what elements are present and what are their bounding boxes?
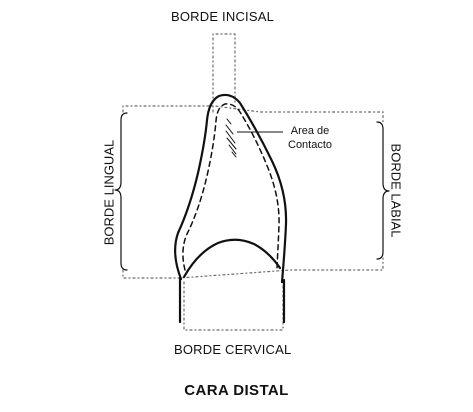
crown-inner-dashed-line [182,103,280,271]
lingual-edge-label: BORDE LINGUAL [101,139,117,246]
cervical-guide-box [183,281,284,331]
contact-area-hatching [225,118,237,158]
tooth-outline [174,93,288,324]
figure-caption: CARA DISTAL [184,382,289,399]
contact-hatch [231,151,237,158]
cervical-line [182,238,282,279]
guide-lines [122,33,384,331]
top-reference-line [122,105,384,123]
dimension-brackets [114,112,390,271]
bottom-reference-line [122,257,384,279]
contact-hatch [225,130,236,144]
cervical-edge-label: BORDE CERVICAL [174,342,292,357]
contact-hatch [226,118,232,125]
crown-outline [174,93,288,284]
incisal-edge-label: BORDE INCISAL [171,9,275,24]
labial-edge-label: BORDE LABIAL [388,143,404,238]
lingual-bracket [114,112,128,271]
labial-bracket [376,121,390,260]
incisal-guide-box [212,33,236,113]
contact-hatch [226,137,237,150]
contact-hatch [225,124,234,135]
contact-area-label: Area de Contacto [288,125,333,151]
contact-hatch [228,144,237,155]
